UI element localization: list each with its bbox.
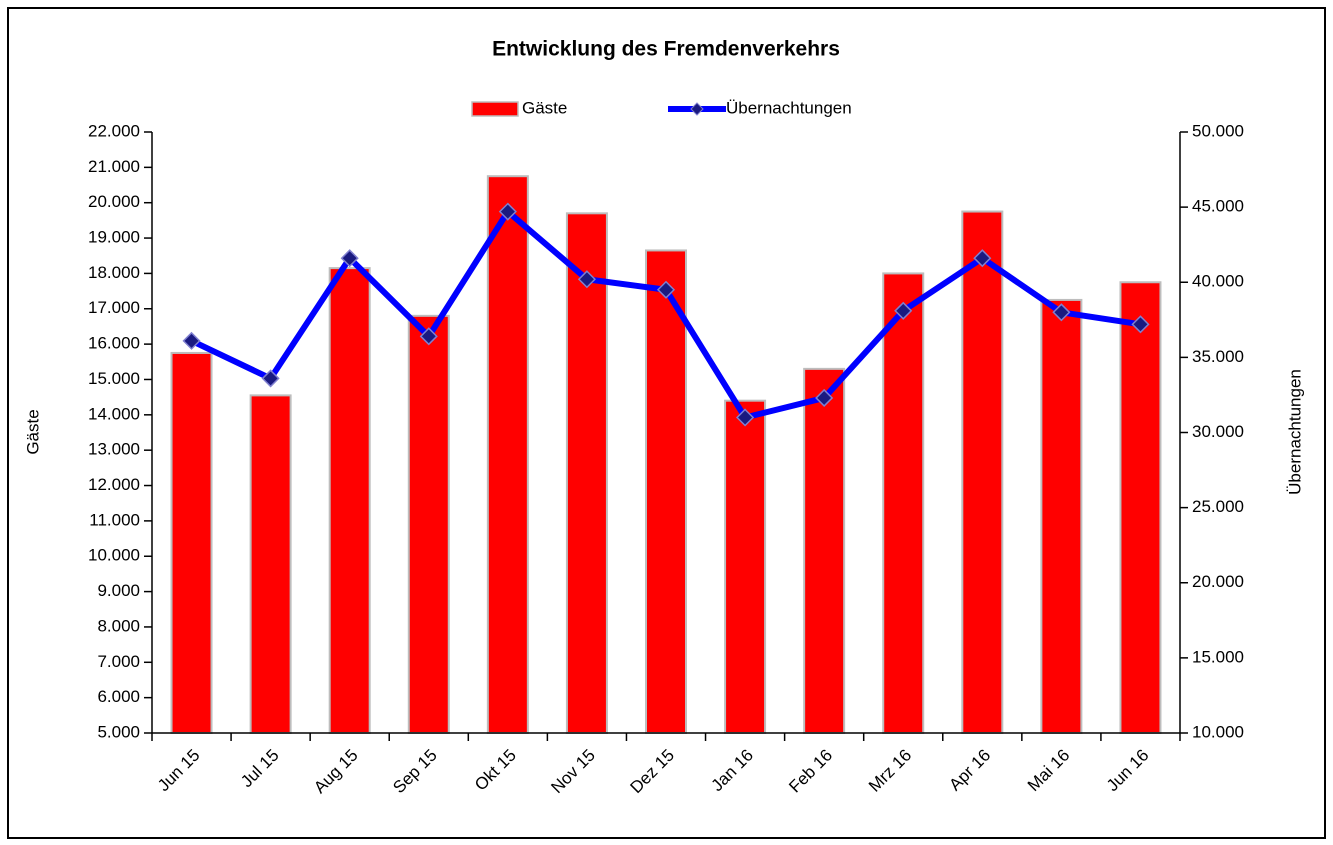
y-tick-label: 15.000 <box>88 369 140 388</box>
marker <box>736 408 755 427</box>
y2-tick-label: 45.000 <box>1192 197 1244 216</box>
marker <box>815 388 834 408</box>
legend-label: Übernachtungen <box>726 98 852 117</box>
marker <box>656 280 676 299</box>
bar <box>724 399 767 734</box>
bar <box>1040 298 1083 734</box>
marker <box>261 369 280 388</box>
y2-tick-label: 20.000 <box>1192 572 1244 591</box>
marker <box>1131 315 1150 334</box>
y2-tick-label: 15.000 <box>1192 647 1244 666</box>
y-tick-label: 19.000 <box>88 228 140 247</box>
legend-swatch <box>471 101 519 117</box>
y-tick-label: 5.000 <box>97 722 140 741</box>
y-tick-label: 13.000 <box>88 440 140 459</box>
y-tick-label: 21.000 <box>88 157 140 176</box>
marker <box>340 249 359 268</box>
y2-tick-label: 50.000 <box>1192 121 1244 140</box>
y-tick-label: 6.000 <box>97 687 140 706</box>
marker <box>498 202 517 221</box>
bar <box>1119 281 1162 734</box>
marker <box>577 270 596 289</box>
y-tick-label: 20.000 <box>88 192 140 211</box>
y-tick-label: 8.000 <box>97 616 140 635</box>
marker <box>973 249 992 268</box>
y-tick-label: 14.000 <box>88 404 140 423</box>
bar <box>170 351 213 734</box>
bar <box>645 249 687 735</box>
y-tick-label: 22.000 <box>88 121 140 140</box>
y-tick-label: 10.000 <box>88 546 140 565</box>
bar <box>249 394 292 734</box>
legend-label: Gäste <box>522 98 567 117</box>
y-tick-label: 17.000 <box>88 298 140 317</box>
y2-tick-label: 30.000 <box>1192 422 1244 441</box>
marker <box>1052 303 1071 322</box>
bar <box>486 175 529 735</box>
y-tick-label: 18.000 <box>88 263 140 282</box>
y-tick-label: 16.000 <box>88 334 140 353</box>
y-tick-label: 12.000 <box>88 475 140 494</box>
y2-tick-label: 40.000 <box>1192 272 1244 291</box>
bar <box>407 314 450 734</box>
bar <box>961 210 1004 734</box>
y-tick-label: 11.000 <box>89 510 140 529</box>
bar <box>803 367 846 734</box>
y2-tick-label: 25.000 <box>1192 497 1244 516</box>
bar <box>565 212 608 734</box>
chart-title: Entwicklung des Fremdenverkehrs <box>492 38 840 61</box>
bar <box>328 267 371 734</box>
marker <box>419 327 438 346</box>
y-tick-label: 9.000 <box>97 581 140 600</box>
y2-axis-label: Übernachtungen <box>1285 369 1304 495</box>
y2-tick-label: 10.000 <box>1192 722 1244 741</box>
marker <box>894 301 913 320</box>
y-axis-label: Gäste <box>23 409 42 454</box>
bar <box>882 272 925 734</box>
marker <box>182 331 201 350</box>
legend-marker <box>690 102 704 116</box>
y2-tick-label: 35.000 <box>1192 347 1244 366</box>
y-tick-label: 7.000 <box>97 652 140 671</box>
